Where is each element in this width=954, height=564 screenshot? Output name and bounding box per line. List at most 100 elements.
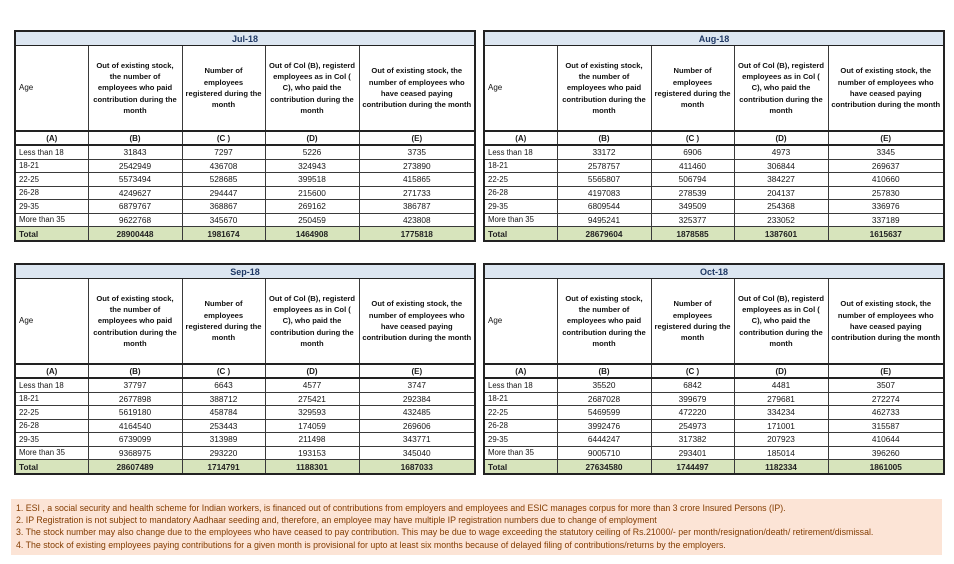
table-row: More than 35 9495241 325377 233052 337189 (483, 212, 945, 227)
col-letter: (C ) (181, 363, 266, 379)
total-row: Total 28900448 1981674 1464908 1775818 (14, 226, 476, 242)
footnote-2: 2. IP Registration is not subject to man… (16, 515, 657, 526)
value-cell: 3345 (827, 144, 945, 160)
value-cell: 4197083 (556, 185, 652, 200)
total-value-cell: 27634580 (556, 459, 652, 475)
value-cell: 3735 (358, 144, 476, 160)
col-letter: (C ) (650, 130, 735, 146)
value-cell: 315587 (827, 418, 945, 433)
table-row: More than 35 9368975 293220 193153 345040 (14, 445, 476, 460)
value-cell: 269162 (264, 199, 360, 214)
col-letter: (A) (483, 130, 558, 146)
value-cell: 368867 (181, 199, 266, 214)
value-cell: 458784 (181, 405, 266, 420)
table-row: Less than 18 37797 6643 4577 3747 (14, 377, 476, 393)
value-cell: 4577 (264, 377, 360, 393)
value-cell: 31843 (87, 144, 183, 160)
month-title: Aug-18 (483, 30, 945, 46)
table-row: 18-21 2687028 399679 279681 272274 (483, 391, 945, 406)
table-row: 22-25 5573494 528685 399518 415865 (14, 172, 476, 187)
total-label: Total (483, 226, 558, 242)
age-cell: 29-35 (483, 432, 558, 447)
value-cell: 272274 (827, 391, 945, 406)
age-cell: 22-25 (14, 405, 89, 420)
footnote-4: 4. The stock of existing employees payin… (16, 539, 726, 550)
col-letter: (B) (87, 363, 183, 379)
age-cell: 22-25 (483, 172, 558, 187)
value-cell: 436708 (181, 158, 266, 173)
age-cell: 29-35 (14, 199, 89, 214)
value-cell: 423808 (358, 212, 476, 227)
total-value-cell: 1775818 (358, 226, 476, 242)
month-table-sep-18: Sep-18 Age Out of existing stock, the numb… (14, 263, 477, 475)
col-letter: (E) (358, 363, 476, 379)
value-cell: 185014 (733, 445, 829, 460)
column-letters-row: (A) (B) (C ) (D) (E) (483, 130, 945, 146)
col-letter: (E) (827, 363, 945, 379)
total-row: Total 28679604 1878585 1387601 1615637 (483, 226, 945, 242)
col-header-d: Out of Col (B), registerd employees as i… (733, 278, 829, 365)
value-cell: 293220 (181, 445, 266, 460)
value-cell: 207923 (733, 432, 829, 447)
monthly-tables-grid: Jul-18 Age Out of existing stock, the numb… (14, 30, 946, 475)
total-row: Total 28607489 1714791 1188301 1687033 (14, 459, 476, 475)
value-cell: 345670 (181, 212, 266, 227)
total-value-cell: 1981674 (181, 226, 266, 242)
value-cell: 6643 (181, 377, 266, 393)
col-header-c: Number of employees registered during th… (181, 278, 266, 365)
value-cell: 2687028 (556, 391, 652, 406)
month-title: Oct-18 (483, 263, 945, 279)
col-letter: (C ) (181, 130, 266, 146)
column-letters-row: (A) (B) (C ) (D) (E) (14, 363, 476, 379)
value-cell: 6444247 (556, 432, 652, 447)
total-value-cell: 28607489 (87, 459, 183, 475)
value-cell: 269637 (827, 158, 945, 173)
value-cell: 278539 (650, 185, 735, 200)
table-row: 26-28 3992476 254973 171001 315587 (483, 418, 945, 433)
col-header-e: Out of existing stock, the number of emp… (358, 278, 476, 365)
value-cell: 325377 (650, 212, 735, 227)
value-cell: 3747 (358, 377, 476, 393)
age-cell: Less than 18 (14, 144, 89, 160)
value-cell: 257830 (827, 185, 945, 200)
value-cell: 3992476 (556, 418, 652, 433)
age-cell: 29-35 (14, 432, 89, 447)
col-letter: (B) (87, 130, 183, 146)
table-row: 29-35 6879767 368867 269162 386787 (14, 199, 476, 214)
column-letters-row: (A) (B) (C ) (D) (E) (483, 363, 945, 379)
value-cell: 336976 (827, 199, 945, 214)
col-header-b: Out of existing stock, the number of emp… (87, 45, 183, 132)
col-header-d: Out of Col (B), registerd employees as i… (733, 45, 829, 132)
value-cell: 337189 (827, 212, 945, 227)
total-row: Total 27634580 1744497 1182334 1861005 (483, 459, 945, 475)
value-cell: 233052 (733, 212, 829, 227)
column-header-row: Age Out of existing stock, the number of … (483, 45, 945, 132)
value-cell: 4481 (733, 377, 829, 393)
table-row: 26-28 4197083 278539 204137 257830 (483, 185, 945, 200)
value-cell: 174059 (264, 418, 360, 433)
value-cell: 37797 (87, 377, 183, 393)
total-value-cell: 1687033 (358, 459, 476, 475)
month-title-row: Aug-18 (483, 30, 945, 46)
footnotes-block: 1. ESI , a social security and health sc… (11, 499, 942, 555)
value-cell: 250459 (264, 212, 360, 227)
total-value-cell: 28900448 (87, 226, 183, 242)
value-cell: 432485 (358, 405, 476, 420)
value-cell: 204137 (733, 185, 829, 200)
value-cell: 5619180 (87, 405, 183, 420)
table-row: Less than 18 33172 6906 4973 3345 (483, 144, 945, 160)
age-cell: More than 35 (14, 212, 89, 227)
age-cell: 26-28 (14, 418, 89, 433)
age-cell: Less than 18 (483, 377, 558, 393)
age-cell: More than 35 (483, 212, 558, 227)
month-table-aug-18: Aug-18 Age Out of existing stock, the numb… (483, 30, 946, 242)
col-header-age: Age (14, 45, 89, 132)
value-cell: 4973 (733, 144, 829, 160)
age-cell: 18-21 (483, 158, 558, 173)
col-letter: (A) (14, 363, 89, 379)
value-cell: 9368975 (87, 445, 183, 460)
footnote-3: 3. The stock number may also change due … (16, 527, 874, 538)
value-cell: 528685 (181, 172, 266, 187)
value-cell: 399518 (264, 172, 360, 187)
